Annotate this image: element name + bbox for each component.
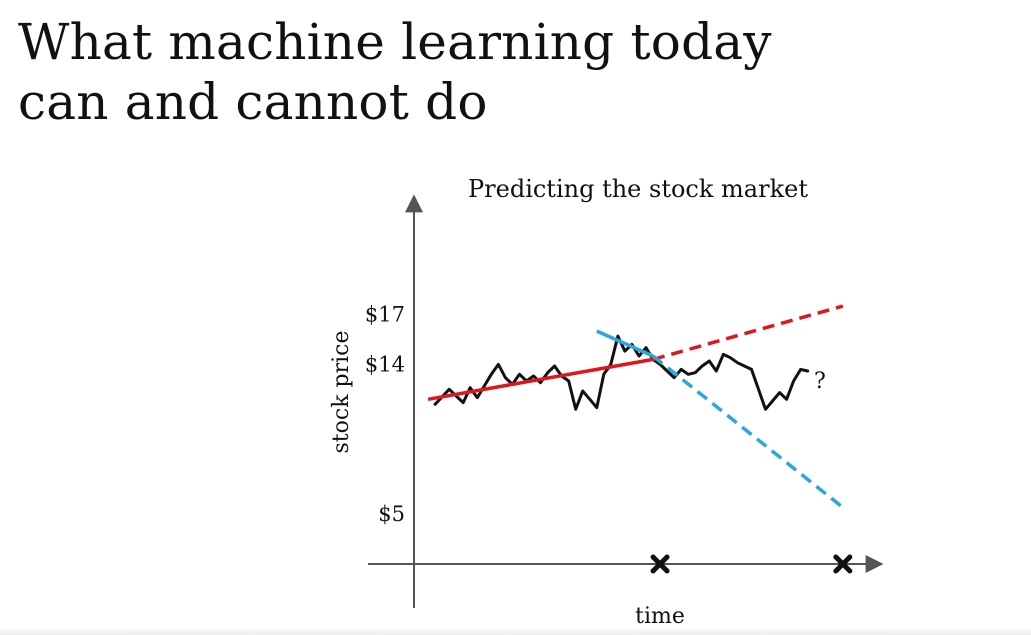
x-axis-marker-x	[833, 554, 853, 574]
downward-fit-line	[596, 329, 654, 358]
price-series-line	[433, 334, 810, 411]
unknown-future-annotation: ?	[814, 369, 826, 394]
upward-fit-extrapolation	[652, 304, 844, 362]
x-marker-stroke	[833, 554, 853, 574]
downward-fit-extrapolation	[651, 354, 844, 509]
x-marker-stroke	[650, 554, 670, 574]
x-axis-marker-x	[650, 554, 670, 574]
slide-title-line-1: What machine learning today	[18, 13, 772, 71]
y-tick-label-14: $14	[365, 352, 405, 376]
y-tick-label-5: $5	[378, 502, 405, 526]
slide-title-line-2: can and cannot do	[18, 73, 488, 131]
chart-title: Predicting the stock market	[468, 175, 808, 203]
y-tick-label-17: $17	[365, 303, 405, 327]
bottom-shadow-bar	[0, 627, 1031, 635]
slide-title: What machine learning today can and cann…	[18, 12, 772, 132]
x-axis-label: time	[635, 604, 685, 629]
y-axis-label: stock price	[329, 331, 354, 454]
upward-fit-line	[427, 357, 654, 402]
